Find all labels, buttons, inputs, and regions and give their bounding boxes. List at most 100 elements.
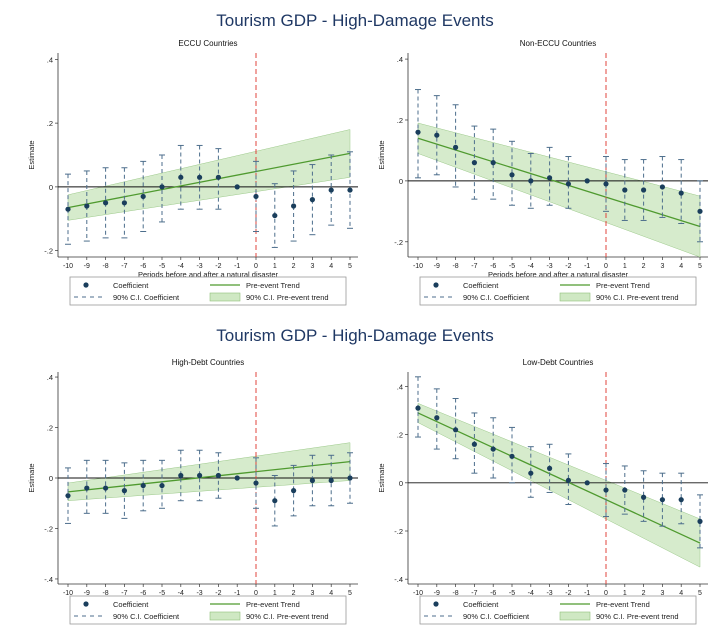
x-tick-label: -4 <box>528 590 534 597</box>
x-tick-label: 1 <box>273 590 277 597</box>
y-axis-label: Estimate <box>27 140 36 169</box>
legend-coefficient-marker <box>83 282 89 288</box>
x-tick-label: -9 <box>434 590 440 597</box>
coefficient-point <box>178 174 184 180</box>
x-tick-label: -7 <box>471 590 477 597</box>
coefficient-point <box>471 160 477 166</box>
x-tick-label: -4 <box>178 263 184 270</box>
y-tick-label: 0 <box>49 183 53 192</box>
x-tick-label: -6 <box>140 590 146 597</box>
x-tick-label: 4 <box>329 263 333 270</box>
coefficient-point <box>622 487 628 493</box>
x-tick-label: 0 <box>254 590 258 597</box>
x-tick-label: 0 <box>604 590 608 597</box>
coefficient-point <box>678 497 684 503</box>
legend-box <box>419 595 697 625</box>
y-tick-label: -.2 <box>394 527 403 536</box>
panel-title: ECCU Countries <box>178 39 237 48</box>
x-tick-label: -1 <box>234 263 240 270</box>
x-tick-label: 5 <box>698 263 702 270</box>
y-tick-label: 0 <box>49 474 53 483</box>
x-tick-label: -2 <box>565 263 571 270</box>
coefficient-point <box>641 187 647 193</box>
x-axis-label: Periods before and after a natural disas… <box>138 270 279 279</box>
x-tick-label: -5 <box>159 590 165 597</box>
trend-line <box>67 460 351 493</box>
coefficient-point <box>272 212 278 219</box>
x-tick-label: 3 <box>660 590 664 597</box>
x-tick-label: -3 <box>196 263 202 270</box>
panel-title: High-Debt Countries <box>172 358 244 367</box>
coefficient-point <box>103 485 109 491</box>
coefficient-point <box>603 181 609 187</box>
coefficient-point <box>140 193 146 200</box>
x-tick-label: -10 <box>63 263 73 270</box>
trend-line <box>417 137 701 228</box>
legend-band-marker <box>559 292 591 302</box>
x-tick-label: -4 <box>178 590 184 597</box>
coefficient-point <box>84 203 90 209</box>
legend-band-label: 90% C.I. Pre-event trend <box>596 612 679 621</box>
coefficient-point <box>347 187 353 193</box>
coefficient-point <box>140 482 146 489</box>
legend-box <box>69 595 347 625</box>
coefficient-point <box>215 174 221 180</box>
x-tick-label: 3 <box>310 263 314 270</box>
legend-coefficient-label: Coefficient <box>463 600 499 609</box>
coefficient-point <box>121 488 127 494</box>
coefficient-point <box>453 144 459 150</box>
coefficient-point <box>215 472 221 479</box>
y-tick-label: -.4 <box>44 575 53 584</box>
x-tick-label: -8 <box>102 263 108 270</box>
legend-bottom-left: Coefficient Pre-event Trend 90% C.I. Coe… <box>69 595 347 625</box>
x-tick-label: 3 <box>310 590 314 597</box>
legend-trend-label: Pre-event Trend <box>246 600 300 609</box>
legend-coefficient-marker <box>433 601 439 607</box>
x-tick-label: 1 <box>273 263 277 270</box>
coefficient-point <box>603 487 609 493</box>
coefficient-point <box>659 184 666 190</box>
legend-coefficient-label: Coefficient <box>113 281 149 290</box>
coefficient-point <box>659 497 666 503</box>
x-tick-label: -3 <box>196 590 202 597</box>
x-tick-label: 5 <box>348 263 352 270</box>
y-tick-label: .2 <box>397 116 403 125</box>
x-tick-label: -3 <box>546 590 552 597</box>
coefficient-point <box>547 465 553 471</box>
coefficient-point <box>309 477 315 484</box>
panel-title: Non-ECCU Countries <box>520 39 596 48</box>
legend-trend-label: Pre-event Trend <box>596 600 650 609</box>
figure-title-top: Tourism GDP - High-Damage Events <box>216 11 493 30</box>
coefficient-point <box>253 480 259 486</box>
coefficient-point <box>291 488 297 494</box>
legend-ci-label: 90% C.I. Coefficient <box>113 293 180 302</box>
coefficient-point <box>197 174 203 180</box>
legend-top-right: Coefficient Pre-event Trend 90% C.I. Coe… <box>419 276 697 306</box>
coefficient-point <box>565 477 572 484</box>
x-tick-label: 5 <box>698 590 702 597</box>
x-tick-label: 2 <box>292 590 296 597</box>
x-tick-label: 4 <box>679 263 683 270</box>
coefficient-point <box>309 197 315 203</box>
coefficient-point <box>678 190 684 196</box>
trend-ci-band <box>417 402 701 568</box>
coefficient-point <box>584 178 590 184</box>
legend-coefficient-label: Coefficient <box>113 600 149 609</box>
trend-line <box>417 412 701 544</box>
legend-band-label: 90% C.I. Pre-event trend <box>596 293 679 302</box>
x-tick-label: -10 <box>413 590 423 597</box>
y-axis-label: Estimate <box>377 140 386 169</box>
x-tick-label: -9 <box>434 263 440 270</box>
coefficient-point <box>490 160 496 166</box>
x-tick-label: -7 <box>121 263 127 270</box>
coefficient-point <box>234 475 240 481</box>
x-tick-label: -7 <box>471 263 477 270</box>
y-tick-label: .4 <box>397 55 403 64</box>
y-tick-label: 0 <box>399 479 403 488</box>
coefficient-point <box>197 472 203 479</box>
coefficient-point <box>328 477 334 484</box>
coefficient-point <box>159 482 165 489</box>
